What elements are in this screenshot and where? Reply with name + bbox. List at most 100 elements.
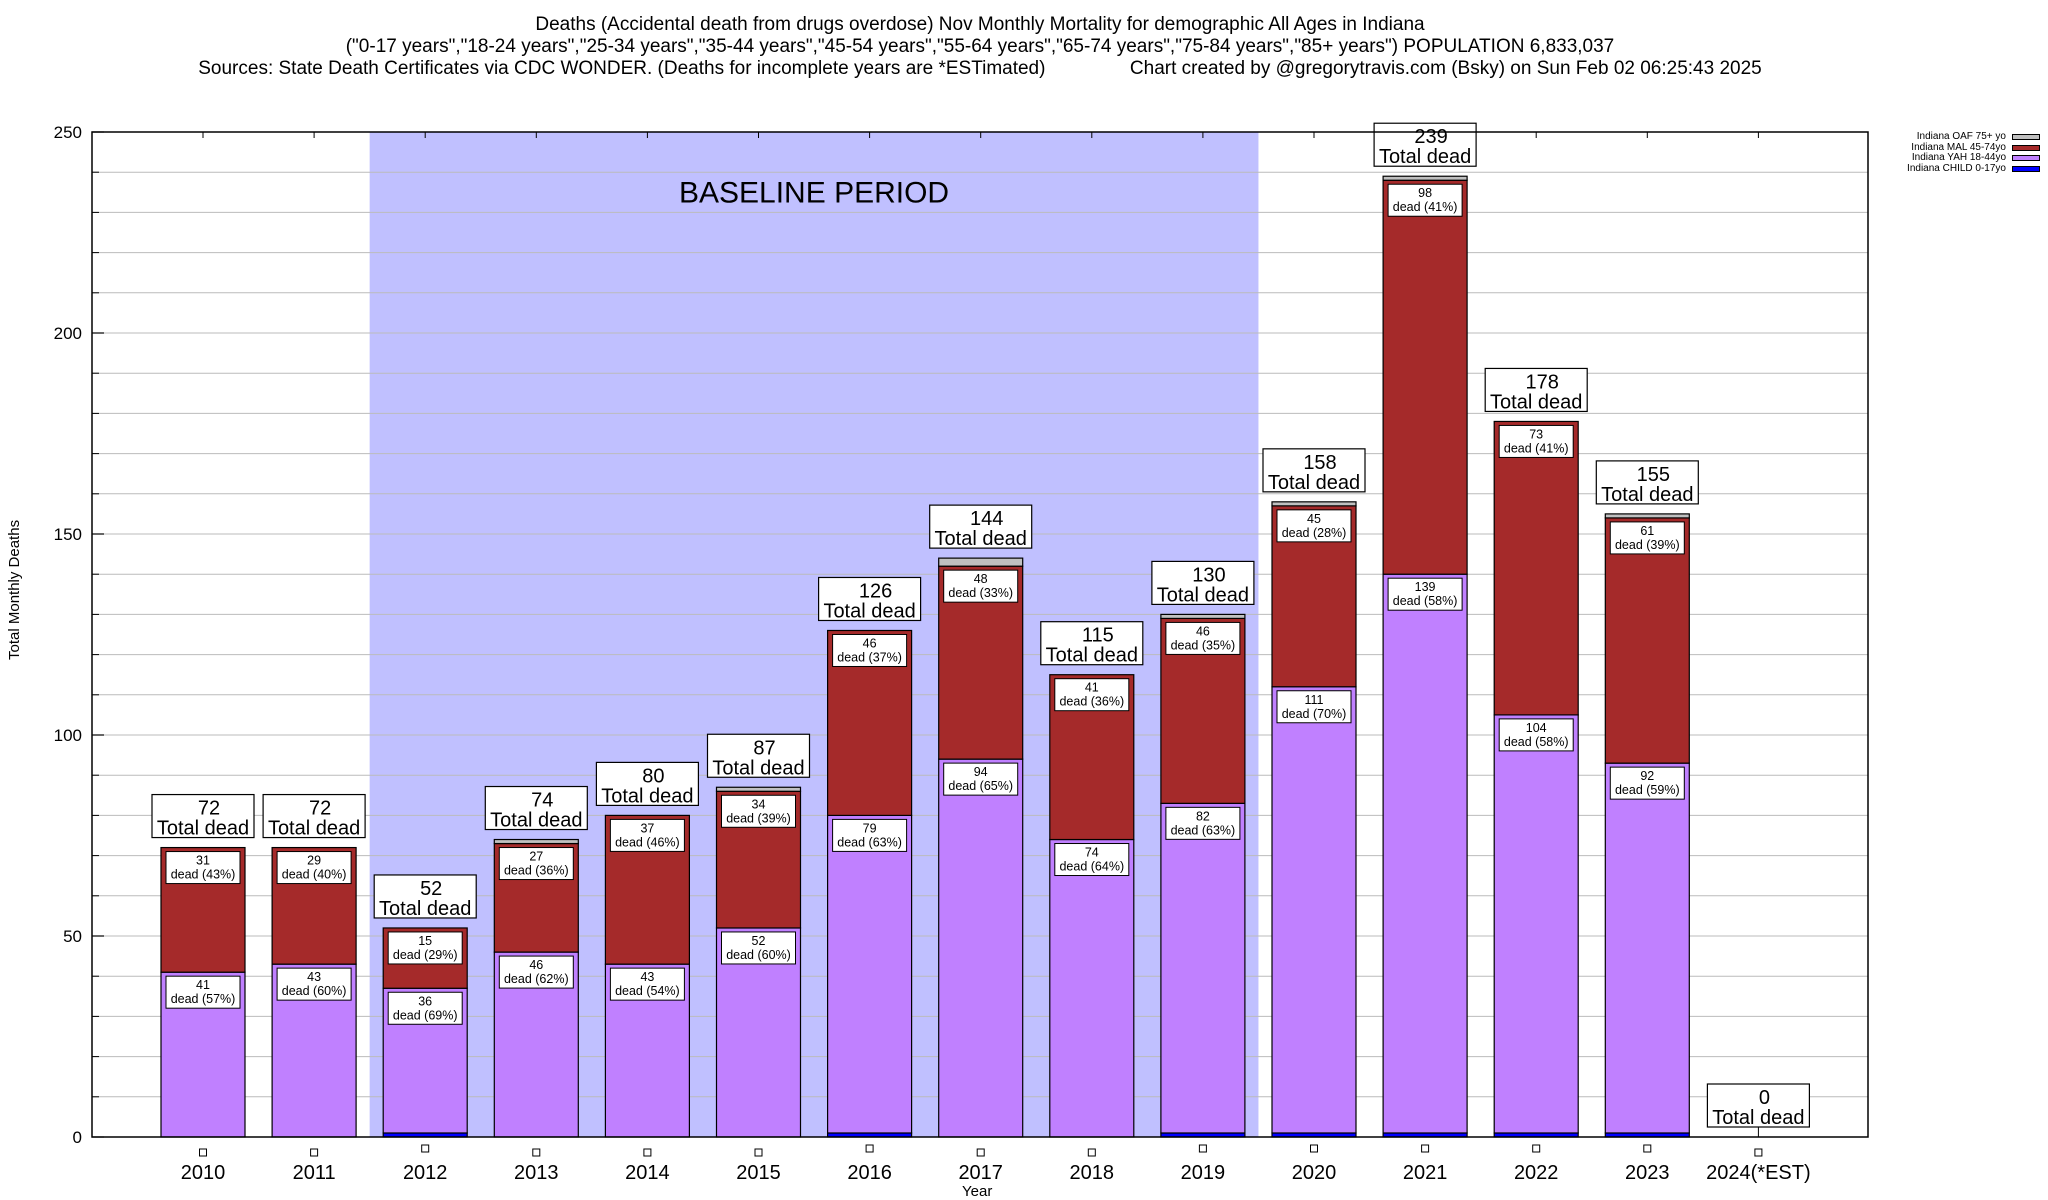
segment-label-box xyxy=(165,851,241,885)
segment-label-value: 29 xyxy=(307,854,321,868)
segment-label-text: dead (63%) xyxy=(1171,823,1236,837)
segment-label-value: 15 xyxy=(418,934,432,948)
segment-label-value: 98 xyxy=(1418,186,1432,200)
total-label-value: 52 xyxy=(420,878,442,900)
segment-label-box xyxy=(387,991,463,1025)
total-label-text: Total dead xyxy=(268,818,360,840)
total-label-value: 87 xyxy=(753,737,775,759)
legend-label: Indiana OAF 75+ yo xyxy=(1916,131,2006,142)
segment-label-box xyxy=(609,818,685,852)
total-label-text: Total dead xyxy=(157,818,249,840)
bar-segment xyxy=(1382,179,1468,575)
segment-label-box xyxy=(498,847,574,881)
segment-label-value: 36 xyxy=(418,994,432,1008)
x-tick-label: 2014 xyxy=(625,1162,670,1184)
total-label-box xyxy=(595,761,700,807)
segment-label-box xyxy=(721,931,796,965)
x-tick-label: 2016 xyxy=(847,1162,892,1184)
total-label-text: Total dead xyxy=(601,785,693,807)
segment-label-value: 31 xyxy=(196,854,210,868)
segment-label-box xyxy=(1165,621,1241,655)
bar-segment xyxy=(826,814,913,1134)
total-label-text: Total dead xyxy=(823,600,915,622)
x-tick-label: 2020 xyxy=(1292,1162,1337,1184)
segment-label-box xyxy=(832,818,908,852)
bar-segment xyxy=(1604,513,1690,519)
y-tick-label: 200 xyxy=(54,324,82,343)
x-marker xyxy=(1643,1144,1652,1153)
segment-label-value: 104 xyxy=(1526,721,1547,735)
legend-label: Indiana MAL 45-74yo xyxy=(1911,141,2006,153)
segment-label-box xyxy=(1387,183,1463,217)
segment-label-box xyxy=(387,931,463,965)
segment-label-box xyxy=(1054,843,1130,877)
segment-label-value: 46 xyxy=(863,636,877,650)
segment-label-text: dead (36%) xyxy=(504,864,569,878)
segment-label-text: dead (43%) xyxy=(171,868,236,882)
title-line-1: Deaths (Accidental death from drugs over… xyxy=(535,14,1425,35)
bar-segment xyxy=(938,758,1024,1138)
bar-segment xyxy=(1604,517,1690,764)
bar-segment xyxy=(1160,802,1246,1134)
segment-label-box xyxy=(1609,766,1685,800)
total-label-box xyxy=(262,793,366,839)
bar-segment xyxy=(1271,501,1357,507)
total-label-box xyxy=(1262,448,1366,493)
segment-label-box xyxy=(1498,424,1574,458)
y-tick-label: 250 xyxy=(54,123,82,142)
total-label-value: 130 xyxy=(1192,564,1225,586)
bar-segment xyxy=(1049,838,1135,1138)
segment-label-text: dead (65%) xyxy=(948,779,1013,793)
total-label-value: 126 xyxy=(859,580,892,602)
segment-label-value: 48 xyxy=(974,572,988,586)
segment-label-box xyxy=(943,762,1019,796)
segment-label-value: 111 xyxy=(1304,693,1323,707)
total-label-value: 144 xyxy=(970,508,1003,530)
segment-label-text: dead (64%) xyxy=(1059,860,1124,874)
y-tick-label: 0 xyxy=(73,1128,82,1147)
bar-segment xyxy=(715,786,802,792)
x-tick-label: 2015 xyxy=(736,1162,781,1184)
segment-label-value: 37 xyxy=(640,821,654,835)
legend-swatch xyxy=(2012,144,2040,151)
total-label-value: 158 xyxy=(1303,452,1336,474)
segment-label-text: dead (28%) xyxy=(1282,526,1347,540)
total-label-box xyxy=(373,874,477,919)
segment-label-box xyxy=(1054,678,1130,712)
total-label-text: Total dead xyxy=(935,528,1027,550)
segment-label-box xyxy=(1387,577,1463,611)
segment-label-box xyxy=(276,851,352,885)
segment-label-box xyxy=(943,569,1019,603)
segment-label-box xyxy=(1165,806,1241,840)
legend-swatch xyxy=(2012,165,2040,172)
segment-label-value: 43 xyxy=(307,970,321,984)
x-marker xyxy=(532,1148,541,1157)
segment-label-value: 92 xyxy=(1640,769,1654,783)
total-label-box xyxy=(1151,560,1255,606)
total-label-value: 115 xyxy=(1082,625,1114,647)
total-label-value: 0 xyxy=(1759,1087,1770,1109)
legend-item-oaf: Indiana OAF 75+ yo xyxy=(1880,131,2040,143)
y-tick-label: 50 xyxy=(63,927,82,946)
segment-label-text: dead (36%) xyxy=(1059,695,1124,709)
segment-label-value: 41 xyxy=(196,978,210,992)
segment-label-value: 139 xyxy=(1415,580,1436,594)
total-label-box xyxy=(1484,367,1588,413)
x-marker xyxy=(865,1144,874,1153)
total-label-text: Total dead xyxy=(1601,484,1693,506)
x-marker xyxy=(1421,1144,1430,1153)
segment-label-text: dead (37%) xyxy=(837,650,902,664)
x-marker xyxy=(1754,1148,1763,1157)
segment-label-box xyxy=(721,794,796,828)
total-label-box xyxy=(1706,1083,1811,1128)
segment-label-text: dead (46%) xyxy=(615,835,680,849)
segment-label-text: dead (39%) xyxy=(726,811,791,825)
segment-label-text: dead (70%) xyxy=(1282,707,1347,721)
bar-segment xyxy=(1271,686,1357,1134)
segment-label-value: 34 xyxy=(752,797,766,811)
total-label-text: Total dead xyxy=(1712,1107,1804,1129)
segment-label-value: 74 xyxy=(1085,846,1099,860)
total-label-box xyxy=(817,576,922,622)
x-marker xyxy=(976,1148,985,1157)
legend-label: Indiana CHILD 0-17yo xyxy=(1907,162,2006,174)
